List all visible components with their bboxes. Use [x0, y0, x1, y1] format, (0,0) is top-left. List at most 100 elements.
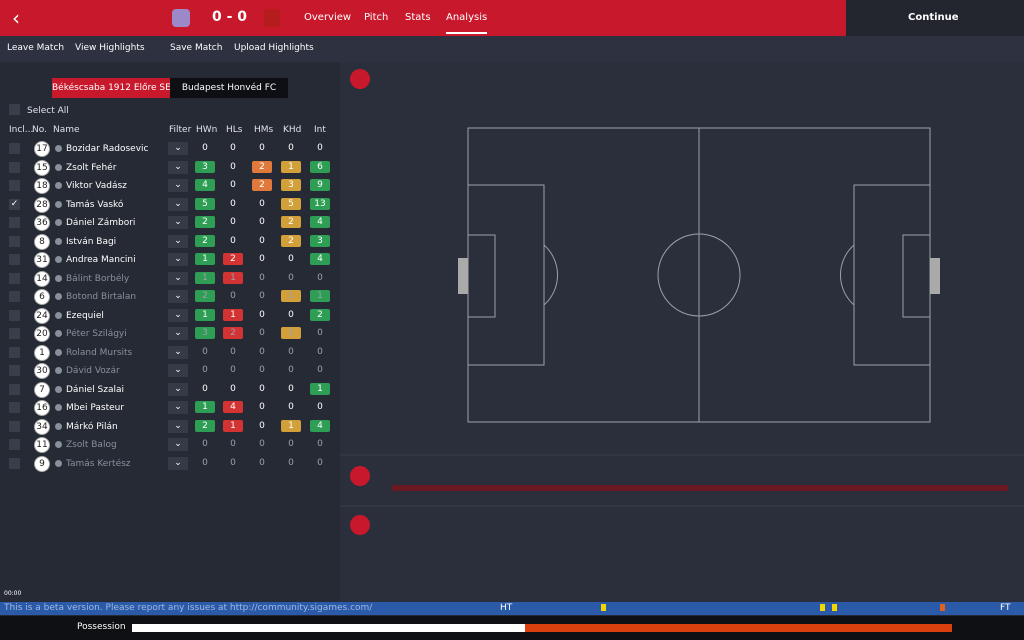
info-icon — [55, 385, 62, 393]
filter-button[interactable]: ⌄ — [168, 160, 188, 174]
include-checkbox[interactable] — [9, 291, 20, 302]
include-checkbox[interactable] — [9, 217, 20, 228]
team-tab[interactable]: Budapest Honvéd FC — [170, 78, 288, 98]
player-number: 30 — [34, 363, 50, 379]
continue-button[interactable]: Continue — [908, 12, 959, 23]
info-icon — [55, 311, 62, 319]
stat-value: 0 — [230, 143, 236, 153]
stat-value: 0 — [317, 439, 323, 449]
stat-value: 0 — [259, 254, 265, 264]
stat-value: 0 — [317, 272, 323, 283]
filter-button[interactable]: ⌄ — [168, 142, 188, 155]
stat-value: 0 — [288, 402, 294, 412]
team-badge — [264, 9, 280, 27]
toolbar-button[interactable]: Leave Match — [7, 43, 65, 53]
stat-value: 0 — [259, 309, 265, 320]
filter-button[interactable]: ⌄ — [168, 364, 188, 377]
player-name: Zsolt Balog — [66, 440, 117, 450]
filter-button[interactable]: ⌄ — [168, 382, 188, 396]
filter-button[interactable]: ⌄ — [168, 197, 188, 211]
include-checkbox[interactable]: ✓ — [9, 198, 20, 210]
player-number: 15 — [34, 159, 50, 176]
player-number: 28 — [34, 196, 50, 213]
include-checkbox[interactable] — [9, 402, 20, 413]
select-all-checkbox[interactable] — [9, 104, 20, 115]
filter-button[interactable]: ⌄ — [168, 401, 188, 414]
filter-button[interactable]: ⌄ — [168, 308, 188, 322]
stat-value: 0 — [259, 439, 265, 449]
include-checkbox[interactable] — [9, 143, 20, 154]
include-checkbox[interactable] — [9, 161, 20, 173]
stat-value: 0 — [259, 328, 265, 338]
include-checkbox[interactable] — [9, 254, 20, 265]
team-tab[interactable]: Békéscsaba 1912 Előre SE — [52, 78, 171, 98]
player-number: 14 — [34, 270, 50, 287]
stat-value: 5 — [281, 197, 301, 210]
include-checkbox[interactable] — [9, 365, 20, 376]
filter-button[interactable]: ⌄ — [168, 345, 188, 359]
include-checkbox[interactable] — [9, 309, 20, 321]
ft-label: FT — [1000, 603, 1011, 613]
stat-value: 4 — [223, 401, 243, 413]
possession-away — [525, 624, 952, 632]
filter-button[interactable]: ⌄ — [168, 327, 188, 340]
filter-button[interactable]: ⌄ — [168, 419, 188, 433]
stat-value: 3 — [310, 234, 330, 247]
stat-value: 0 — [259, 457, 265, 468]
include-checkbox[interactable] — [9, 439, 20, 450]
stat-value: 0 — [317, 457, 323, 468]
stat-value: 0 — [288, 346, 294, 357]
info-icon — [55, 163, 62, 171]
filter-button[interactable]: ⌄ — [168, 456, 188, 470]
stat-value: 4 — [310, 419, 330, 432]
stat-value: 0 — [317, 346, 323, 357]
info-icon — [55, 182, 62, 189]
filter-button[interactable]: ⌄ — [168, 234, 188, 248]
stat-value: 0 — [230, 383, 236, 394]
timeline — [0, 602, 1024, 615]
stat-value: 0 — [288, 365, 294, 375]
nav-tab[interactable]: Stats — [405, 12, 431, 23]
toolbar-button[interactable]: View Highlights — [75, 43, 145, 53]
filter-button[interactable]: ⌄ — [168, 253, 188, 266]
nav-tab[interactable]: Pitch — [364, 12, 389, 23]
filter-button[interactable]: ⌄ — [168, 438, 188, 451]
ht-label: HT — [500, 603, 513, 613]
stat-value: 0 — [288, 254, 294, 264]
toolbar-button[interactable]: Upload Highlights — [234, 43, 314, 53]
info-icon — [55, 256, 62, 263]
stat-value: 0 — [259, 346, 265, 357]
back-button[interactable]: ‹ — [12, 6, 20, 30]
include-checkbox[interactable] — [9, 346, 20, 358]
filter-button[interactable]: ⌄ — [168, 179, 188, 192]
stat-value: 9 — [310, 179, 330, 191]
toolbar-button[interactable]: Save Match — [170, 43, 223, 53]
include-checkbox[interactable] — [9, 457, 20, 469]
card-event — [832, 604, 837, 611]
include-checkbox[interactable] — [9, 272, 20, 284]
include-checkbox[interactable] — [9, 180, 20, 191]
include-checkbox[interactable] — [9, 328, 20, 339]
stat-value: 2 — [281, 216, 301, 228]
include-checkbox[interactable] — [9, 383, 20, 395]
filter-button[interactable]: ⌄ — [168, 271, 188, 285]
info-icon — [55, 422, 62, 430]
include-checkbox[interactable] — [9, 235, 20, 247]
info-icon — [55, 237, 62, 245]
player-name: Botond Birtalan — [66, 292, 137, 302]
stat-value: 1 — [195, 271, 215, 284]
stat-value: 0 — [230, 235, 236, 246]
player-name: Bálint Borbély — [66, 273, 130, 284]
include-checkbox[interactable] — [9, 420, 20, 432]
stat-value: 0 — [230, 439, 236, 449]
filter-button[interactable]: ⌄ — [168, 290, 188, 303]
column-header: HWn — [196, 125, 218, 135]
stat-value: 4 — [195, 179, 215, 191]
nav-tab[interactable]: Analysis — [446, 12, 488, 34]
stat-value: 4 — [310, 253, 330, 265]
filter-button[interactable]: ⌄ — [168, 216, 188, 229]
player-name: Dávid Vozár — [66, 366, 120, 376]
stat-value: 0 — [317, 328, 323, 338]
info-icon — [55, 145, 62, 152]
nav-tab[interactable]: Overview — [304, 12, 352, 23]
